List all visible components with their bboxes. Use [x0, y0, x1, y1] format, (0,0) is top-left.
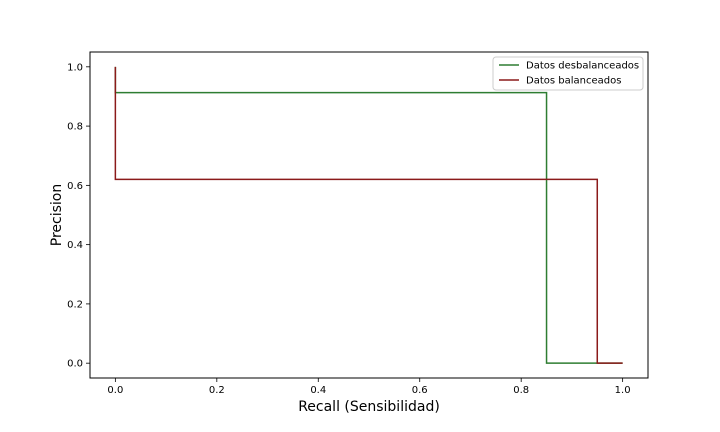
y-tick-label: 0.4: [67, 240, 83, 251]
x-axis-label: Recall (Sensibilidad): [298, 399, 440, 415]
y-tick-label: 1.0: [67, 62, 83, 73]
x-tick-label: 0.8: [513, 385, 529, 396]
x-tick-label: 0.6: [412, 385, 428, 396]
x-axis-ticks: 0.0 0.2 0.4 0.6 0.8 1.0: [107, 378, 631, 396]
x-tick-label: 0.0: [107, 385, 123, 396]
series-layer: [114, 66, 623, 364]
legend: Datos desbalanceados Datos balanceados: [492, 56, 644, 91]
y-tick-label: 0.0: [67, 359, 83, 370]
legend-box: [492, 56, 644, 91]
legend-label-balanceados: Datos balanceados: [526, 76, 621, 87]
y-axis-label: Precision: [49, 184, 65, 246]
series-line-1: [114, 66, 623, 364]
legend-label-desbalanceados: Datos desbalanceados: [526, 61, 639, 72]
x-tick-label: 1.0: [615, 385, 631, 396]
y-axis-ticks: 0.0 0.2 0.4 0.6 0.8 1.0: [67, 62, 90, 370]
x-tick-label: 0.4: [310, 385, 326, 396]
x-tick-label: 0.2: [209, 385, 225, 396]
y-tick-label: 0.6: [67, 181, 83, 192]
y-tick-label: 0.2: [67, 299, 83, 310]
y-tick-label: 0.8: [67, 122, 83, 133]
plot-frame: [89, 51, 649, 379]
